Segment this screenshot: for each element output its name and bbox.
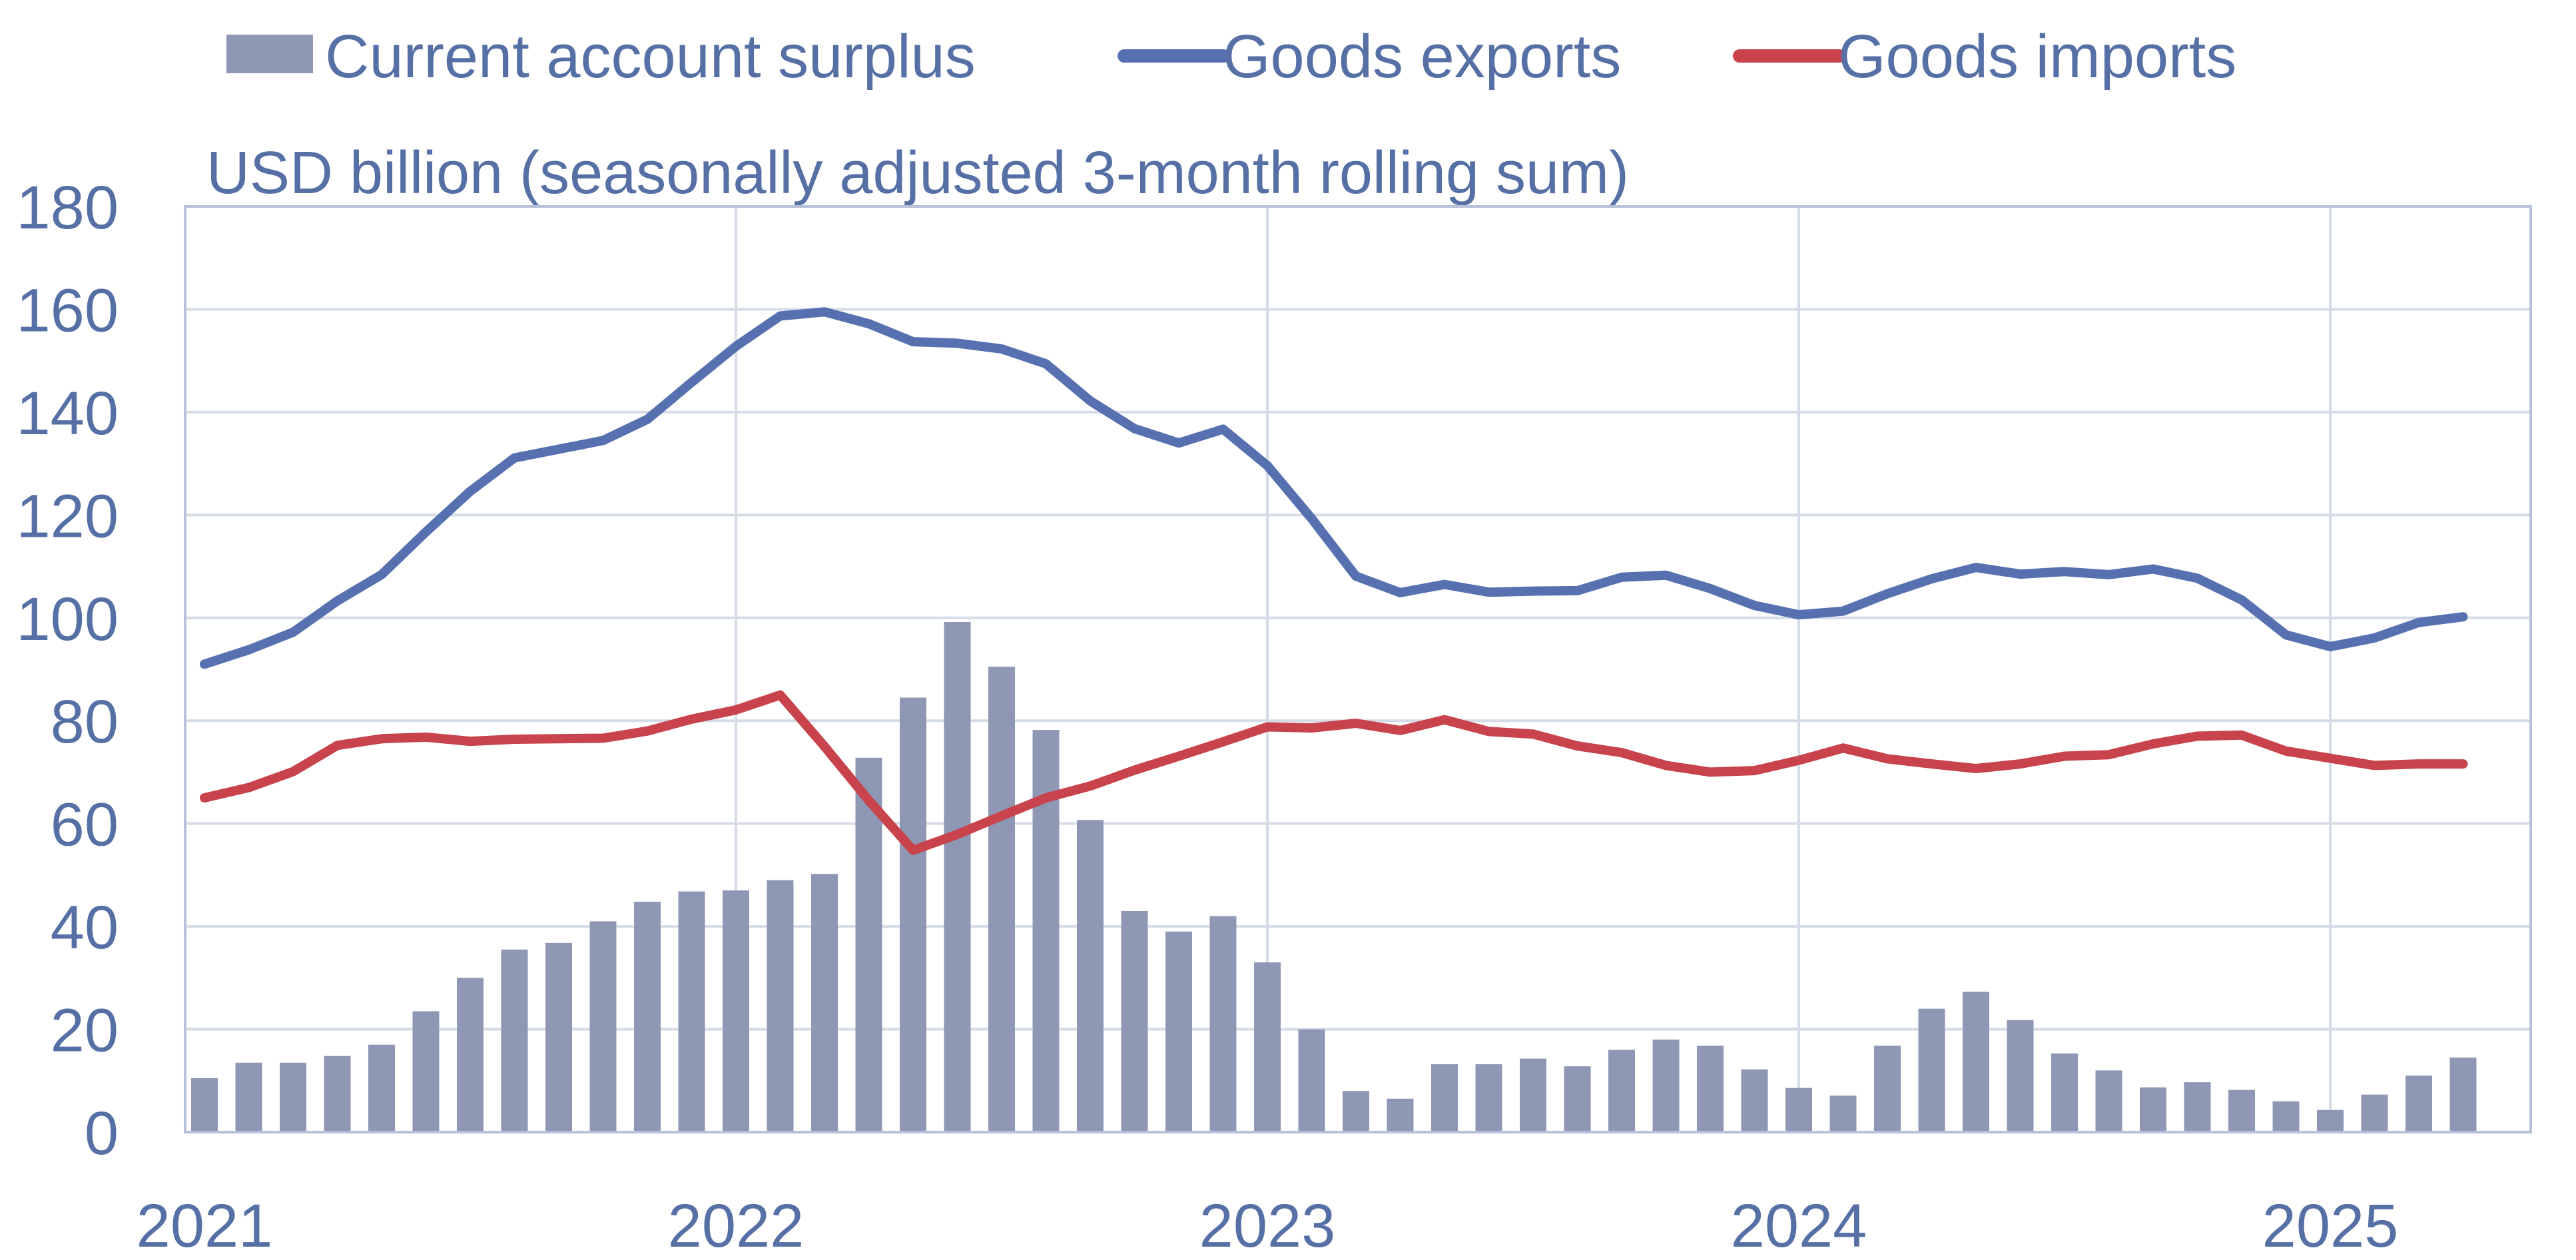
surplus-bar — [1431, 1064, 1458, 1132]
surplus-bar — [1077, 820, 1104, 1132]
surplus-bar — [2184, 1082, 2211, 1132]
surplus-bar — [723, 890, 749, 1132]
unit-label: USD billion (seasonally adjusted 3-month… — [206, 140, 1629, 206]
y-tick-label: 120 — [17, 482, 119, 550]
x-tick-label: 2021 — [137, 1192, 273, 1260]
surplus-bar — [2007, 1020, 2034, 1132]
legend-label-exports: Goods exports — [1223, 23, 1621, 91]
surplus-bar — [1697, 1046, 1724, 1132]
horizontal-gridlines — [185, 308, 2531, 1031]
surplus-bar — [1475, 1064, 1502, 1132]
surplus-bar — [855, 757, 882, 1132]
surplus-bar — [1387, 1098, 1414, 1132]
surplus-bar — [1874, 1046, 1901, 1132]
surplus-bar — [1608, 1050, 1635, 1132]
y-tick-label: 140 — [17, 380, 119, 448]
surplus-bar — [368, 1044, 395, 1132]
surplus-bar — [1520, 1058, 1546, 1132]
surplus-bar — [1121, 910, 1148, 1132]
series-lines — [200, 307, 2468, 855]
legend-item-imports[interactable]: Goods imports — [1733, 23, 2236, 91]
x-tick-label: 2023 — [1199, 1192, 1336, 1260]
surplus-bar — [2228, 1090, 2255, 1132]
surplus-bar — [1918, 1008, 1945, 1132]
x-tick-label: 2022 — [668, 1192, 805, 1260]
y-tick-label: 40 — [51, 894, 119, 962]
surplus-bar — [1343, 1091, 1369, 1132]
y-axis-tick-labels: 0 20 40 60 80 100 120 140 160 180 — [17, 174, 119, 1167]
plot-frame — [184, 205, 2532, 1133]
surplus-bar — [1209, 916, 1237, 1132]
surplus-bar — [191, 1078, 218, 1132]
surplus-bars — [191, 621, 2477, 1132]
x-axis-tick-labels: 2021 2022 2023 2024 2025 — [137, 1192, 2399, 1260]
surplus-bar — [235, 1062, 262, 1132]
surplus-bar — [988, 667, 1015, 1132]
goods-exports-line — [200, 307, 2468, 669]
surplus-bar — [324, 1056, 351, 1132]
surplus-bar — [634, 902, 661, 1132]
surplus-bar — [1741, 1069, 1768, 1132]
surplus-bar — [1165, 931, 1192, 1132]
legend-label-imports: Goods imports — [1838, 23, 2236, 91]
goods-imports-line — [200, 690, 2468, 855]
legend-item-exports[interactable]: Goods exports — [1118, 23, 1621, 91]
legend: Current account surplus Goods exports Go… — [226, 23, 2236, 91]
surplus-bar — [2449, 1058, 2477, 1132]
surplus-bar — [457, 978, 483, 1132]
surplus-bar — [412, 1011, 440, 1132]
surplus-bar — [1652, 1040, 1680, 1132]
surplus-bar — [2272, 1101, 2300, 1132]
surplus-bar — [2051, 1053, 2078, 1132]
y-tick-label: 60 — [51, 791, 119, 859]
x-tick-label: 2024 — [1731, 1192, 1867, 1260]
legend-label-surplus: Current account surplus — [325, 23, 976, 91]
surplus-bar — [501, 949, 528, 1132]
surplus-bar — [2406, 1076, 2432, 1132]
surplus-bar — [280, 1062, 306, 1132]
y-tick-label: 20 — [51, 997, 119, 1065]
y-tick-label: 180 — [17, 174, 119, 242]
surplus-bar — [1298, 1029, 1325, 1132]
surplus-bar — [1254, 962, 1281, 1132]
surplus-bar — [811, 874, 838, 1132]
x-tick-label: 2025 — [2262, 1192, 2399, 1260]
surplus-bar — [678, 891, 705, 1132]
legend-swatch-surplus — [226, 35, 313, 73]
surplus-bar — [589, 921, 617, 1132]
surplus-bar — [1564, 1066, 1591, 1132]
surplus-bar — [1829, 1096, 1857, 1132]
y-tick-label: 80 — [51, 688, 119, 756]
surplus-bar — [2317, 1109, 2344, 1132]
surplus-bar — [2361, 1094, 2388, 1132]
y-tick-label: 160 — [17, 276, 119, 344]
surplus-bar — [900, 697, 926, 1132]
surplus-bar — [1032, 730, 1060, 1132]
surplus-bar — [767, 880, 794, 1132]
surplus-bar — [545, 942, 572, 1132]
legend-item-surplus[interactable]: Current account surplus — [226, 23, 976, 91]
y-tick-label: 0 — [85, 1100, 119, 1167]
surplus-bar — [944, 621, 971, 1132]
y-tick-label: 100 — [17, 585, 119, 653]
surplus-bar — [2140, 1087, 2166, 1132]
surplus-bar — [1963, 992, 1989, 1132]
surplus-bar — [1785, 1088, 1812, 1132]
surplus-bar — [2095, 1070, 2122, 1132]
